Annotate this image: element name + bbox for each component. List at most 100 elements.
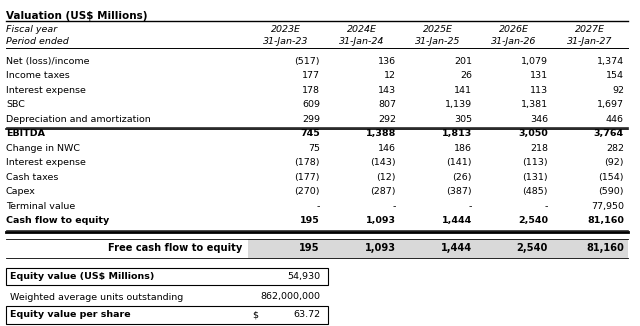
Text: 12: 12 xyxy=(384,71,396,80)
Text: 186: 186 xyxy=(454,144,472,153)
Text: 218: 218 xyxy=(530,144,548,153)
Text: 446: 446 xyxy=(606,115,624,124)
Text: 131: 131 xyxy=(530,71,548,80)
Text: Valuation (US$ Millions): Valuation (US$ Millions) xyxy=(6,11,147,21)
Text: 1,093: 1,093 xyxy=(365,243,396,253)
Text: (12): (12) xyxy=(376,173,396,182)
Text: 609: 609 xyxy=(302,100,320,109)
Text: 31-Jan-25: 31-Jan-25 xyxy=(415,37,461,46)
Text: Interest expense: Interest expense xyxy=(6,158,86,167)
Text: 178: 178 xyxy=(302,86,320,95)
Text: Equity value (US$ Millions): Equity value (US$ Millions) xyxy=(10,272,154,281)
Text: (177): (177) xyxy=(294,173,320,182)
Text: 201: 201 xyxy=(454,57,472,66)
Text: 63.72: 63.72 xyxy=(293,310,320,319)
Text: 2025E: 2025E xyxy=(423,24,453,34)
Text: 745: 745 xyxy=(300,129,320,138)
Text: Cash taxes: Cash taxes xyxy=(6,173,58,182)
Text: (131): (131) xyxy=(522,173,548,182)
Text: 1,444: 1,444 xyxy=(442,216,472,225)
Text: (387): (387) xyxy=(446,187,472,196)
Text: Weighted average units outstanding: Weighted average units outstanding xyxy=(10,292,183,302)
Text: -: - xyxy=(317,202,320,211)
Text: 136: 136 xyxy=(378,57,396,66)
Text: (26): (26) xyxy=(452,173,472,182)
Text: 77,950: 77,950 xyxy=(591,202,624,211)
Text: SBC: SBC xyxy=(6,100,25,109)
Text: 1,139: 1,139 xyxy=(445,100,472,109)
Bar xyxy=(248,239,628,258)
Text: Interest expense: Interest expense xyxy=(6,86,86,95)
Text: 195: 195 xyxy=(300,216,320,225)
Text: $: $ xyxy=(252,310,258,319)
Text: 862,000,000: 862,000,000 xyxy=(260,292,320,302)
Text: 2,540: 2,540 xyxy=(516,243,548,253)
Text: Net (loss)/income: Net (loss)/income xyxy=(6,57,90,66)
Text: -: - xyxy=(468,202,472,211)
Text: (113): (113) xyxy=(522,158,548,167)
Text: (485): (485) xyxy=(522,187,548,196)
Text: 3,050: 3,050 xyxy=(518,129,548,138)
Text: 282: 282 xyxy=(606,144,624,153)
Text: 31-Jan-24: 31-Jan-24 xyxy=(339,37,385,46)
Text: -: - xyxy=(545,202,548,211)
Text: Cash flow to equity: Cash flow to equity xyxy=(6,216,109,225)
Text: 292: 292 xyxy=(378,115,396,124)
Text: 195: 195 xyxy=(300,243,320,253)
Text: 31-Jan-27: 31-Jan-27 xyxy=(567,37,612,46)
Text: 1,381: 1,381 xyxy=(521,100,548,109)
Text: Capex: Capex xyxy=(6,187,36,196)
Text: Terminal value: Terminal value xyxy=(6,202,76,211)
Text: 1,388: 1,388 xyxy=(365,129,396,138)
Text: 1,444: 1,444 xyxy=(441,243,472,253)
Text: Change in NWC: Change in NWC xyxy=(6,144,80,153)
Text: Fiscal year: Fiscal year xyxy=(6,24,57,34)
Text: 146: 146 xyxy=(378,144,396,153)
Text: 113: 113 xyxy=(530,86,548,95)
Text: 2024E: 2024E xyxy=(347,24,377,34)
Text: 75: 75 xyxy=(308,144,320,153)
Text: 177: 177 xyxy=(302,71,320,80)
Text: 143: 143 xyxy=(378,86,396,95)
Text: 92: 92 xyxy=(612,86,624,95)
Text: 1,079: 1,079 xyxy=(521,57,548,66)
Text: (141): (141) xyxy=(447,158,472,167)
Bar xyxy=(6,306,328,323)
Text: (143): (143) xyxy=(371,158,396,167)
Text: 26: 26 xyxy=(460,71,472,80)
Text: 81,160: 81,160 xyxy=(586,243,624,253)
Text: 81,160: 81,160 xyxy=(587,216,624,225)
Text: (92): (92) xyxy=(605,158,624,167)
Bar xyxy=(6,268,328,285)
Text: Equity value per share: Equity value per share xyxy=(10,310,131,319)
Text: 807: 807 xyxy=(378,100,396,109)
Text: EBITDA: EBITDA xyxy=(6,129,45,138)
Text: (287): (287) xyxy=(371,187,396,196)
Text: 54,930: 54,930 xyxy=(287,272,320,281)
Text: (590): (590) xyxy=(598,187,624,196)
Text: 154: 154 xyxy=(606,71,624,80)
Text: 2023E: 2023E xyxy=(271,24,301,34)
Text: Period ended: Period ended xyxy=(6,37,68,46)
Text: 305: 305 xyxy=(454,115,472,124)
Text: (178): (178) xyxy=(294,158,320,167)
Text: 2027E: 2027E xyxy=(575,24,605,34)
Text: 31-Jan-23: 31-Jan-23 xyxy=(263,37,308,46)
Text: 31-Jan-26: 31-Jan-26 xyxy=(492,37,537,46)
Text: (517): (517) xyxy=(294,57,320,66)
Text: 2026E: 2026E xyxy=(499,24,529,34)
Text: 1,374: 1,374 xyxy=(597,57,624,66)
Text: 141: 141 xyxy=(454,86,472,95)
Text: Depreciation and amortization: Depreciation and amortization xyxy=(6,115,151,124)
Text: 1,813: 1,813 xyxy=(442,129,472,138)
Text: 1,093: 1,093 xyxy=(366,216,396,225)
Text: 2,540: 2,540 xyxy=(518,216,548,225)
Text: Income taxes: Income taxes xyxy=(6,71,70,80)
Text: (270): (270) xyxy=(294,187,320,196)
Text: Free cash flow to equity: Free cash flow to equity xyxy=(108,243,242,253)
Text: 346: 346 xyxy=(530,115,548,124)
Text: (154): (154) xyxy=(598,173,624,182)
Text: 299: 299 xyxy=(302,115,320,124)
Text: 1,697: 1,697 xyxy=(597,100,624,109)
Text: -: - xyxy=(392,202,396,211)
